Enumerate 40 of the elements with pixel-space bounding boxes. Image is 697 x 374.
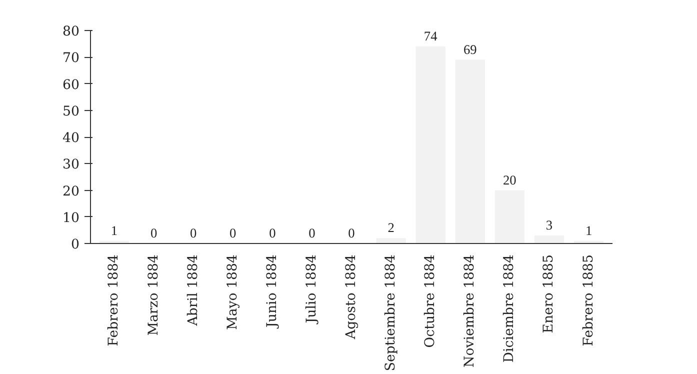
data-label: 2: [388, 220, 394, 236]
bar: [534, 236, 564, 244]
data-label: 0: [269, 226, 276, 240]
data-label: 3: [546, 218, 553, 233]
data-label: 0: [190, 226, 197, 240]
y-tick-label: 30: [62, 158, 80, 173]
x-tick-label: Septiembre 1884: [384, 254, 399, 372]
data-label: 0: [348, 226, 356, 240]
y-tick-label: 70: [62, 51, 80, 66]
data-label: 74: [424, 28, 438, 44]
data-label: 1: [110, 222, 118, 238]
bar: [455, 60, 485, 244]
x-tick-label: Abril 1884: [186, 254, 201, 327]
bar: [376, 238, 406, 244]
y-tick-label: 50: [62, 104, 80, 120]
data-label: 0: [230, 226, 237, 240]
x-tick-label: Febrero 1884: [106, 254, 122, 346]
y-tick-label: 80: [62, 24, 80, 40]
data-label: 1: [585, 222, 592, 238]
bar: [494, 190, 525, 244]
y-tick-label: 0: [71, 238, 80, 252]
x-tick-label: Noviembre 1884: [462, 254, 478, 368]
bar: [416, 46, 446, 244]
x-tick-label: Enero 1885: [542, 254, 557, 334]
data-label: 0: [150, 226, 158, 240]
data-label: 0: [308, 226, 316, 240]
x-tick-label: Diciembre 1884: [502, 254, 518, 363]
y-tick-label: 40: [62, 131, 80, 146]
x-tick-label: Julio 1884: [304, 254, 320, 326]
x-tick-label: Agosto 1884: [344, 254, 359, 340]
data-label: 69: [463, 42, 478, 57]
data-label: 20: [503, 172, 517, 188]
x-tick-label: Octubre 1884: [423, 254, 438, 348]
y-tick-label: 10: [62, 210, 80, 226]
y-tick-label: 60: [62, 78, 80, 93]
x-tick-label: Mayo 1884: [225, 254, 240, 330]
y-tick-label: 20: [62, 184, 80, 200]
x-tick-label: Junio 1884: [264, 254, 280, 330]
x-tick-label: Febrero 1885: [581, 254, 596, 346]
x-tick-label: Marzo 1884: [146, 254, 162, 336]
